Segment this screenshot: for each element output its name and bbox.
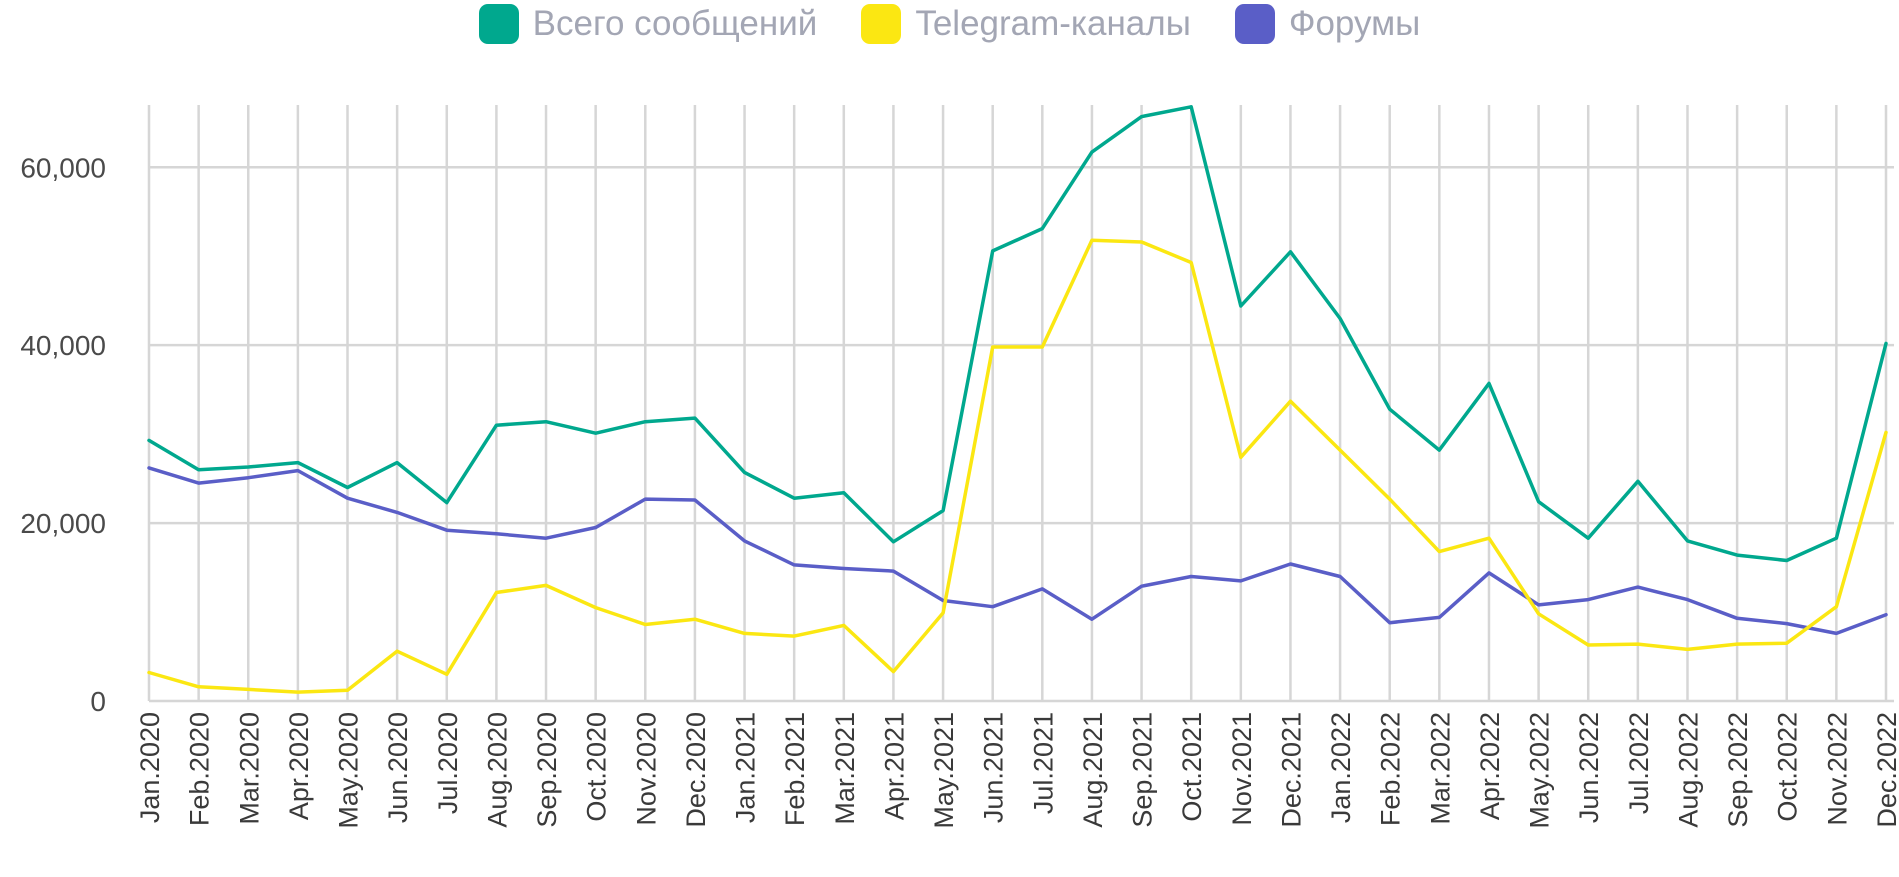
x-tick-label: May.2020 [334, 712, 364, 829]
x-tick-label: Nov.2020 [631, 712, 661, 826]
series-line-2 [147, 466, 1888, 636]
legend-label-telegram: Telegram-каналы [915, 4, 1191, 43]
y-tick-label: 0 [90, 686, 106, 717]
x-tick-label: Mar.2022 [1425, 712, 1455, 825]
x-tick-label: Jul.2020 [433, 712, 463, 814]
x-tick-label: Mar.2021 [830, 712, 860, 825]
y-tick-label: 60,000 [20, 152, 106, 183]
x-tick-label: Jan.2022 [1326, 712, 1356, 823]
series-line-1 [147, 238, 1888, 694]
x-tick-label: Apr.2020 [284, 712, 314, 820]
legend-item-total[interactable]: Всего сообщений [478, 4, 818, 44]
x-tick-label: Dec.2020 [681, 712, 711, 828]
x-tick-label: Apr.2022 [1475, 712, 1505, 820]
series-lines [147, 105, 1888, 694]
x-tick-label: Aug.2021 [1078, 712, 1108, 828]
legend-label-forums: Форумы [1288, 4, 1421, 43]
x-tick-label: Dec.2021 [1276, 712, 1306, 828]
x-tick-label: Nov.2022 [1822, 712, 1852, 826]
x-tick-label: Jul.2021 [1028, 712, 1058, 814]
x-tick-label: Mar.2020 [234, 712, 264, 825]
x-tick-label: Aug.2022 [1673, 712, 1703, 828]
legend-swatch-total [478, 4, 519, 44]
x-tick-label: Jul.2022 [1624, 712, 1654, 814]
x-tick-label: Feb.2022 [1376, 712, 1406, 826]
x-tick-label: May.2022 [1525, 712, 1555, 829]
x-tick-label: Jan.2020 [135, 712, 165, 823]
legend-swatch-forums [1234, 4, 1275, 44]
x-tick-label: Feb.2021 [780, 712, 810, 826]
x-tick-label: Sep.2022 [1723, 712, 1753, 828]
x-tick-label: Nov.2021 [1227, 712, 1257, 826]
y-tick-label: 40,000 [20, 330, 106, 361]
x-tick-label: Oct.2020 [582, 712, 612, 822]
x-tick-label: Jun.2020 [383, 712, 413, 823]
x-tick-label: Dec.2022 [1872, 712, 1899, 828]
legend: Всего сообщений Telegram-каналы Форумы [0, 4, 1899, 44]
x-tick-label: Sep.2021 [1128, 712, 1158, 828]
x-tick-label: Oct.2021 [1177, 712, 1207, 822]
x-tick-label: Sep.2020 [532, 712, 562, 828]
y-axis-ticks: 0 20,000 40,000 60,000 [20, 152, 106, 717]
series-line-0 [147, 105, 1888, 563]
grid [147, 105, 1894, 703]
x-tick-label: Jun.2021 [979, 712, 1009, 823]
x-tick-label: May.2021 [929, 712, 959, 829]
x-tick-label: Jan.2021 [731, 712, 761, 823]
legend-label-total: Всего сообщений [532, 4, 818, 43]
x-tick-label: Jun.2022 [1574, 712, 1604, 823]
legend-item-forums[interactable]: Форумы [1234, 4, 1421, 44]
x-tick-label: Apr.2021 [879, 712, 909, 820]
x-tick-label: Feb.2020 [185, 712, 215, 826]
x-tick-label: Oct.2022 [1773, 712, 1803, 822]
legend-item-telegram[interactable]: Telegram-каналы [861, 4, 1191, 44]
x-tick-label: Aug.2020 [482, 712, 512, 828]
y-tick-label: 20,000 [20, 508, 106, 539]
x-axis-ticks: Jan.2020 Feb.2020 Mar.2020 Apr.2020 May.2020… [135, 712, 1899, 829]
legend-swatch-telegram [861, 4, 902, 44]
